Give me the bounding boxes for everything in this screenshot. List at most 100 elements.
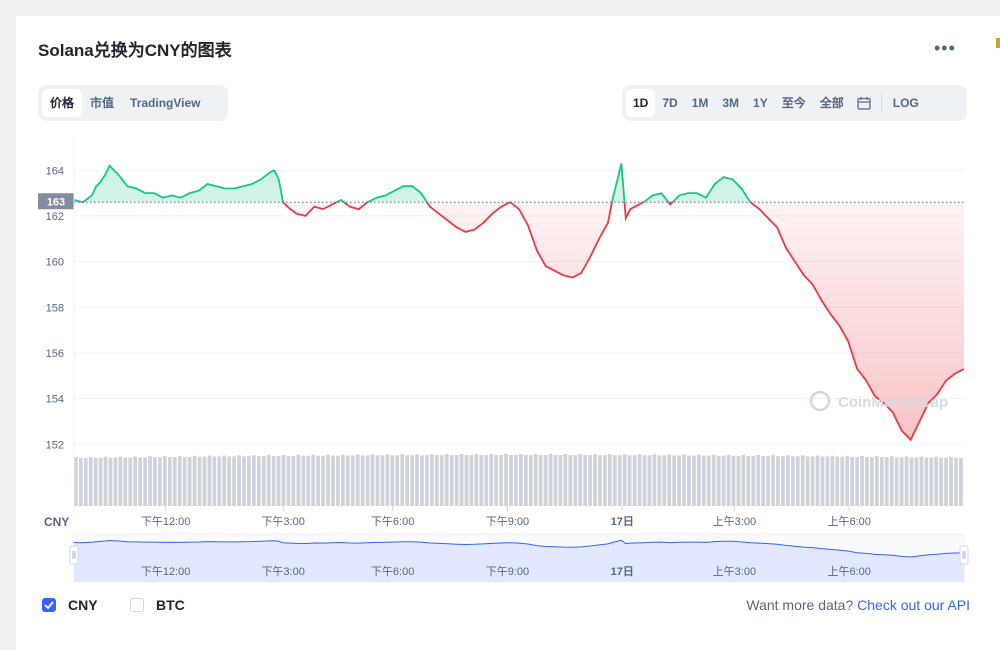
range-1d[interactable]: 1D (626, 89, 656, 117)
volume-bar (617, 455, 622, 506)
volume-bar (192, 455, 197, 506)
navigator-tick-label: 上午3:00 (713, 565, 756, 578)
edge-marker (996, 38, 1000, 48)
x-tick-label: 上午6:00 (827, 515, 870, 528)
volume-bar (939, 457, 944, 506)
currency-axis-label: CNY (44, 515, 69, 529)
watermark-logo (809, 390, 831, 412)
volume-bar (207, 455, 212, 506)
volume-bar (889, 456, 894, 506)
volume-bar (726, 454, 731, 506)
volume-bar (237, 455, 241, 506)
volume-bar (163, 456, 167, 506)
volume-bar (306, 455, 311, 506)
navigator-handle-left[interactable] (69, 545, 79, 565)
volume-bar (88, 456, 93, 506)
volume-bar (657, 455, 662, 506)
volume-bar (949, 456, 953, 506)
log-scale-button[interactable]: LOG (892, 96, 919, 110)
volume-bar (667, 454, 672, 506)
volume-bar (395, 455, 400, 506)
volume-bar (751, 455, 756, 506)
volume-bar (741, 454, 746, 506)
volume-bar (593, 454, 597, 506)
navigator-area (74, 540, 964, 582)
volume-bar (919, 456, 924, 506)
volume-bar (365, 455, 370, 506)
volume-bar (553, 455, 558, 506)
volume-bar (133, 456, 138, 506)
volume-bar (543, 455, 548, 506)
volume-bar (301, 455, 306, 506)
volume-bar (380, 455, 385, 506)
volume-bar (217, 456, 222, 506)
navigator-tick-label: 17日 (611, 565, 634, 578)
calendar-icon[interactable] (857, 96, 871, 110)
volume-bar (598, 455, 602, 506)
tab-tradingview[interactable]: TradingView (130, 96, 201, 110)
volume-bar (603, 455, 607, 506)
tab-price[interactable]: 价格 (42, 89, 83, 117)
checkbox-btc[interactable] (130, 598, 144, 612)
checkbox-cny[interactable] (42, 598, 56, 612)
volume-bar (528, 455, 533, 506)
volume-bar (118, 456, 123, 506)
navigator-tick-label: 下午6:00 (371, 565, 414, 578)
volume-bar (311, 454, 316, 506)
volume-bar (474, 454, 479, 506)
volume-bar (924, 457, 929, 506)
volume-bar (449, 455, 454, 506)
api-promo: Want more data? Check out our API (746, 597, 970, 613)
x-tick-label: 下午3:00 (261, 515, 304, 528)
volume-bar (271, 456, 276, 506)
volume-bar (355, 454, 360, 506)
volume-bar (148, 456, 152, 506)
footer-row: CNY BTC Want more data? Check out our AP… (40, 596, 970, 620)
volume-bar (716, 455, 721, 506)
currency-label-cny: CNY (68, 597, 98, 613)
api-text: Want more data? (746, 597, 854, 613)
time-range-tabs: 1D 7D 1M 3M 1Y 至今 全部 LOG (622, 85, 967, 121)
range-7d[interactable]: 7D (662, 96, 678, 110)
volume-bar (316, 455, 321, 506)
volume-bar (420, 455, 424, 506)
volume-bar (761, 456, 766, 506)
volume-bar (588, 455, 592, 506)
volume-bar (266, 455, 271, 506)
range-1m[interactable]: 1M (691, 96, 709, 110)
volume-bar (430, 454, 434, 506)
volume-bar (326, 454, 330, 506)
volume-bar (276, 456, 281, 506)
y-tick-label: 164 (46, 165, 64, 177)
reference-label-box (38, 193, 74, 210)
volume-bar (538, 455, 543, 506)
volume-bar (795, 456, 800, 506)
tab-market-cap[interactable]: 市值 (90, 96, 115, 110)
volume-bar (242, 456, 246, 506)
range-all[interactable]: 全部 (819, 96, 844, 110)
area-above-reference (74, 163, 964, 203)
volume-bar (612, 455, 617, 506)
volume-bar (721, 455, 726, 506)
page-title: Solana兑换为CNY的图表 (38, 41, 232, 60)
range-1y[interactable]: 1Y (753, 96, 768, 110)
volume-bar (489, 454, 494, 506)
volume-bar (637, 454, 642, 506)
volume-bar (578, 454, 583, 506)
api-link[interactable]: Check out our API (857, 597, 970, 613)
volume-bar (731, 455, 736, 506)
volume-bar (113, 457, 118, 506)
volume-bar (563, 454, 568, 506)
volume-bar (182, 456, 187, 506)
volume-bar (187, 456, 192, 506)
navigator-handle-right[interactable] (959, 545, 969, 565)
volume-bar (558, 455, 563, 506)
reference-label: 163 (47, 197, 65, 209)
range-ytd[interactable]: 至今 (781, 96, 806, 110)
volume-bar (954, 457, 958, 506)
volume-bar (479, 455, 484, 506)
more-horizontal-icon[interactable]: ••• (934, 38, 956, 58)
range-3m[interactable]: 3M (722, 96, 740, 110)
y-tick-label: 154 (46, 394, 64, 406)
volume-bar (884, 457, 889, 506)
